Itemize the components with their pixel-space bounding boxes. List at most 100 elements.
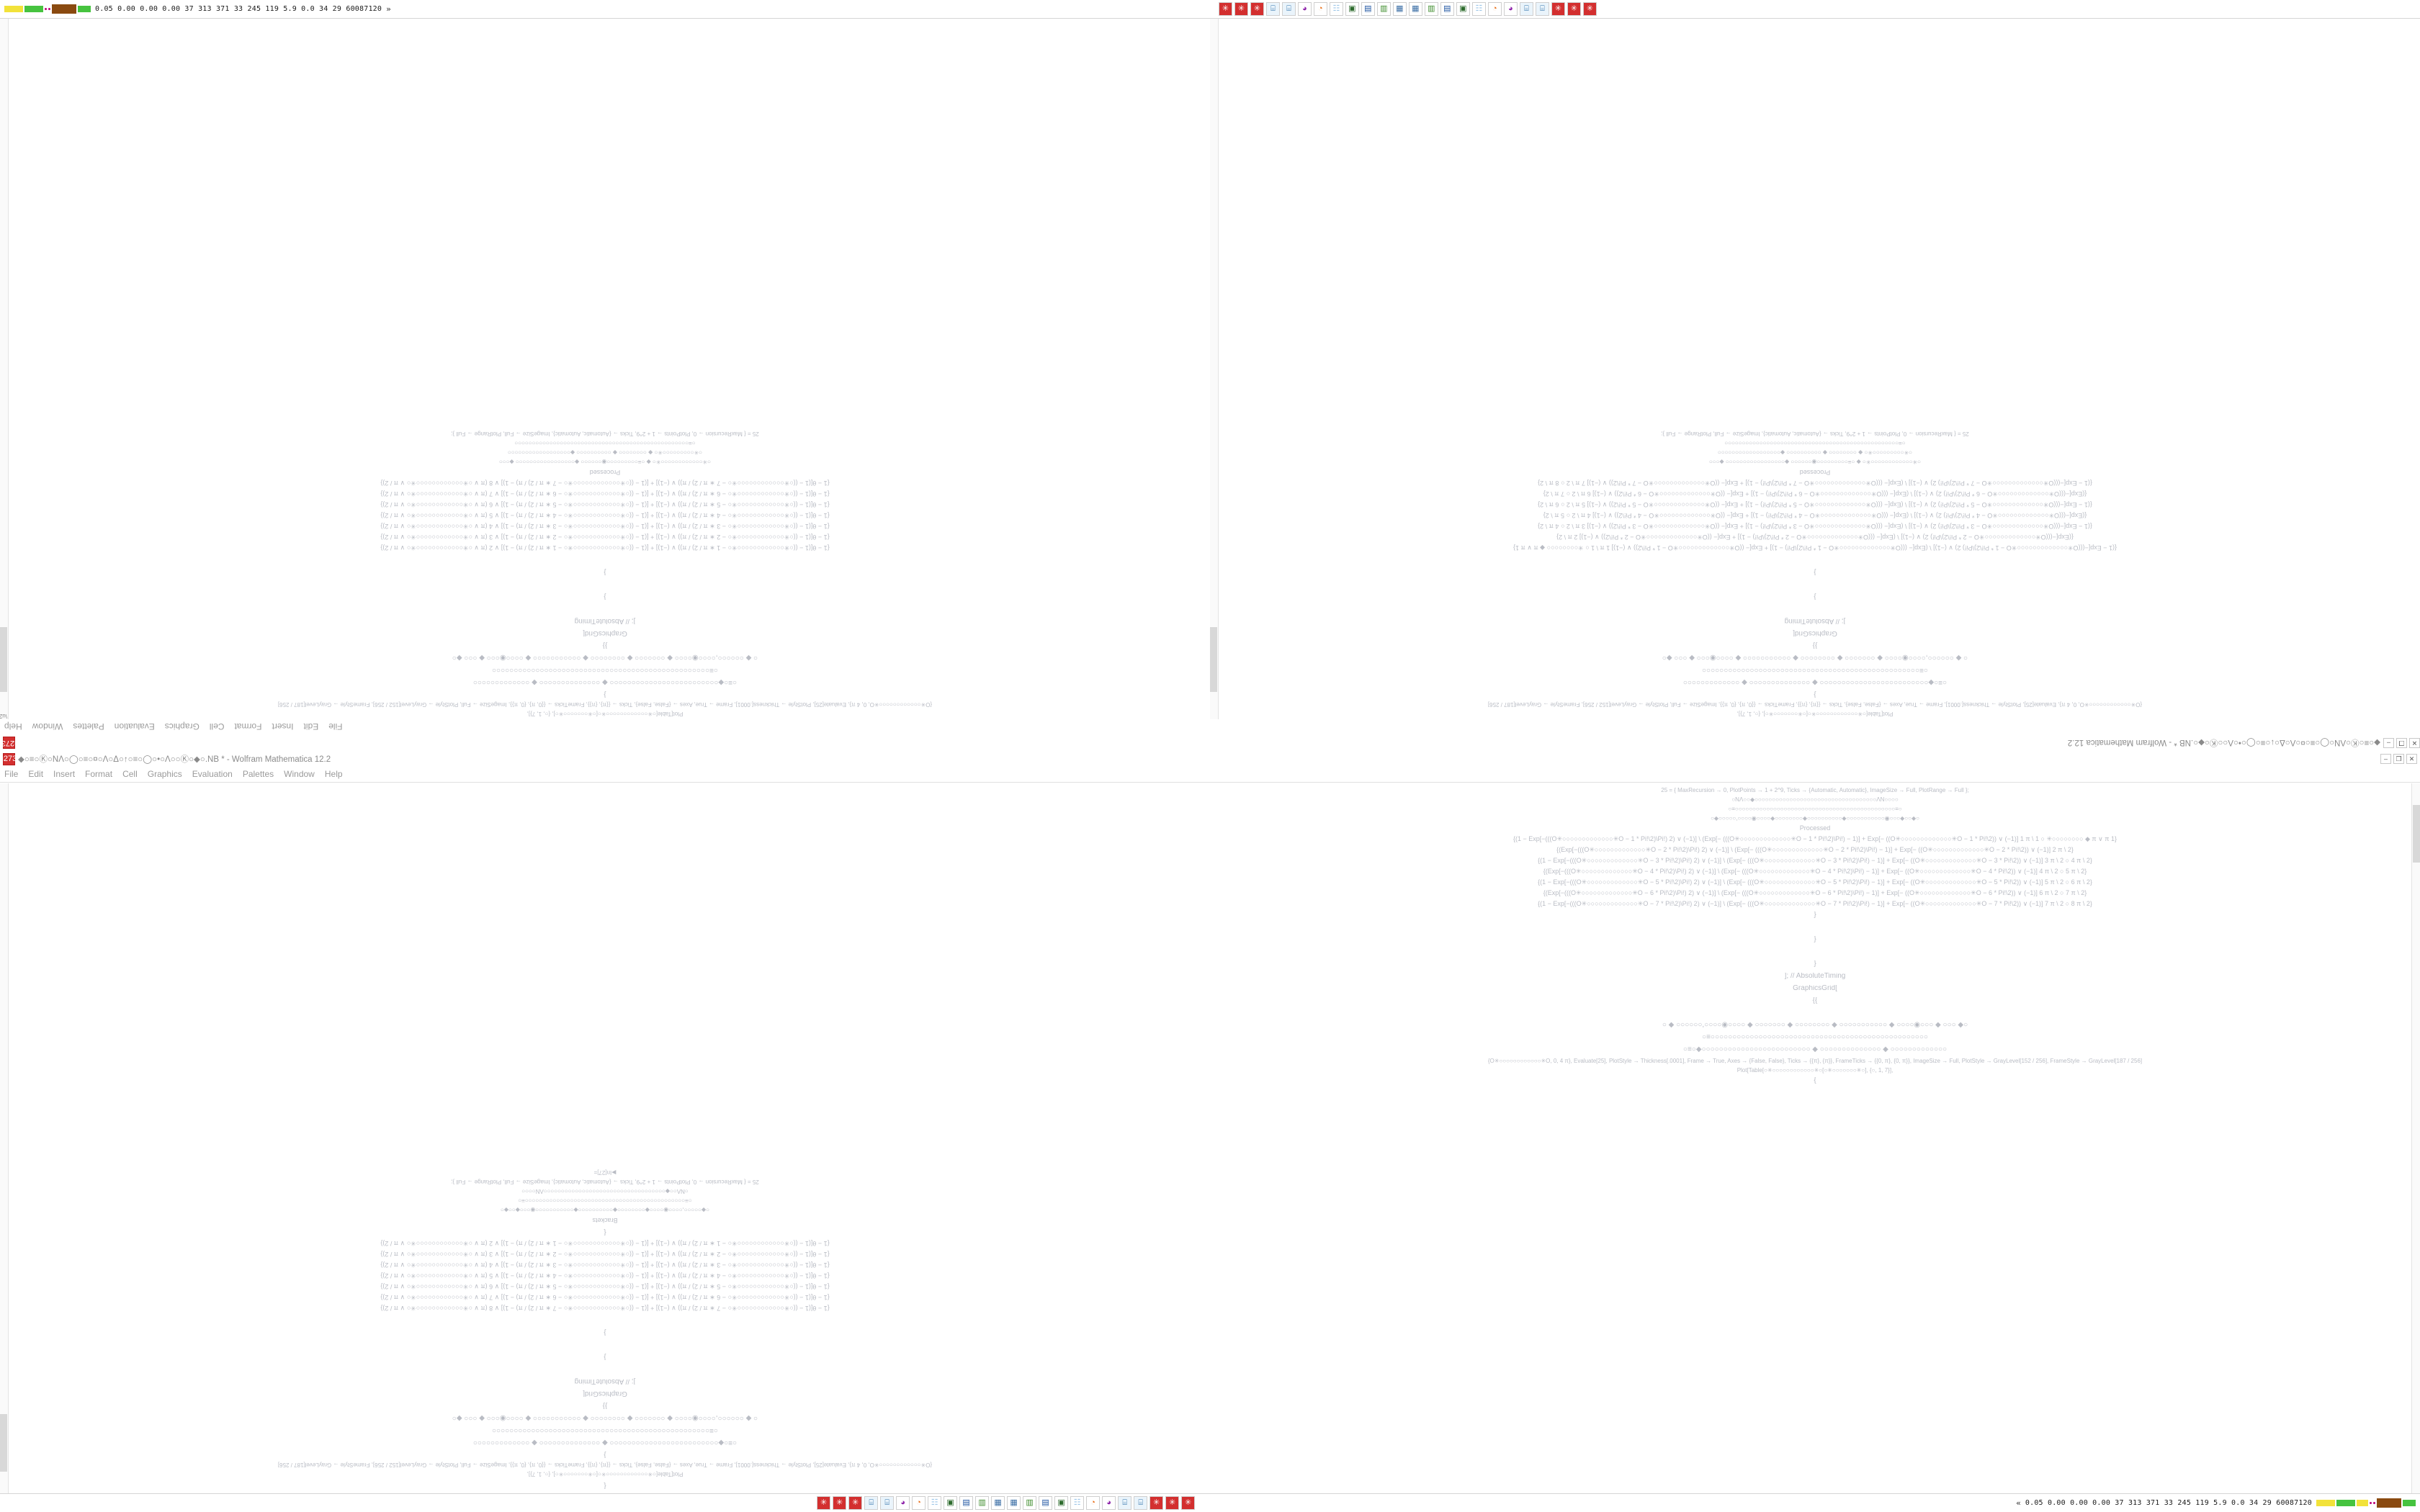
menu-item-insert[interactable]: Insert [53,769,76,779]
gimp-icon[interactable]: ◕ [1297,2,1312,16]
menu-item-file[interactable]: File [4,769,19,779]
titlebar-window-normal[interactable]: \u2733 ◆○≡○Ⓚ○ΝΛ○◯○≡○¤○Λ○Δ○↑○≡○◯○•○Λ○○Ⓚ○◆… [0,751,2420,767]
menu-item-evaluation[interactable]: Evaluation [192,769,233,779]
terminal-icon[interactable]: ▣ [1345,2,1359,16]
notepad-icon[interactable]: ☷ [1070,1496,1085,1510]
mathematica-icon[interactable]: ✳ [1218,2,1232,16]
notebook-pane-top-left[interactable]: Plot[Table[○✳○○○○○○○○○○○○✳○[○✳○○○○○○○✳○]… [0,19,1210,721]
scroll-thumb[interactable] [1210,627,1217,692]
calculator-icon[interactable]: ⌸ [1265,2,1280,16]
minimize-icon[interactable]: – [2380,754,2391,764]
mathematica-icon[interactable]: ✳ [848,1496,863,1510]
vertical-scrollbar[interactable] [1210,19,1219,721]
menubar-top-window[interactable]: File Edit Insert Format Cell Graphics Evaluati… [0,719,2420,734]
menu-item-graphics[interactable]: Graphics [164,721,200,732]
menu-item-help[interactable]: Help [4,721,22,732]
terminal-icon[interactable]: ▣ [1054,1496,1069,1510]
mathematica-icon[interactable]: ✳ [1165,1496,1180,1510]
close-icon[interactable]: ✕ [2406,754,2417,764]
terminal-icon[interactable]: ▣ [944,1496,958,1510]
calculator-icon[interactable]: ⌸ [864,1496,879,1510]
archive-icon[interactable]: ▥ [1376,2,1391,16]
calculator-icon[interactable]: ⌸ [1535,2,1549,16]
firefox-icon[interactable]: ◔ [1487,2,1502,16]
menu-item-cell[interactable]: Cell [209,721,225,732]
firefox-icon[interactable]: ◔ [1086,1496,1101,1510]
archive-icon[interactable]: ▥ [1424,2,1438,16]
menu-item-window[interactable]: Window [284,769,315,779]
window-buttons[interactable]: – ❐ ✕ [2380,754,2417,764]
menu-item-graphics[interactable]: Graphics [147,769,182,779]
vertical-scrollbar[interactable] [2411,783,2420,1493]
minimize-icon[interactable]: – [2383,738,2394,748]
menu-item-cell[interactable]: Cell [122,769,138,779]
nb-line: ○≡○○○○○○○○○○○○○○○○○○○○○○○○○○○○○○○○○○○○○○… [1724,440,1906,446]
notepad-icon[interactable]: ☷ [1471,2,1486,16]
archive-icon[interactable]: ▥ [1023,1496,1037,1510]
calculator-icon[interactable]: ⌸ [1118,1496,1132,1510]
menu-item-edit[interactable]: Edit [28,769,44,779]
menu-item-palettes[interactable]: Palettes [73,721,104,732]
monitor-icon[interactable]: ▦ [1408,2,1422,16]
mathematica-icon[interactable]: ✳ [817,1496,831,1510]
notepad-icon[interactable]: ☷ [928,1496,942,1510]
mathematica-icon: \u2733 [0,752,21,765]
mathematica-icon[interactable]: ✳ [1181,1496,1196,1510]
scroll-thumb[interactable] [2413,805,2420,863]
scroll-thumb[interactable] [0,627,7,692]
mathematica-icon[interactable]: ✳ [1551,2,1565,16]
menu-item-format[interactable]: Format [85,769,113,779]
notebook-pane-top-right[interactable]: Plot[Table[○✳○○○○○○○○○○○○✳○[○✳○○○○○○○✳○]… [1210,19,2420,721]
gimp-icon[interactable]: ◕ [1503,2,1518,16]
monitor-icon[interactable]: ▦ [991,1496,1005,1510]
menu-item-window[interactable]: Window [32,721,63,732]
menu-item-edit[interactable]: Edit [303,721,319,732]
calculator-icon[interactable]: ⌸ [1134,1496,1148,1510]
titlebar-window-flipped[interactable]: ✕ ❐ – ◆○≡○Ⓚ○ΛΝ○◯○≡○¤○Λ○Δ○↓○≡○◯○•○Λ○○Ⓚ○◆○… [0,735,2420,751]
firefox-icon[interactable]: ◔ [912,1496,926,1510]
scroll-up-arrow[interactable]: \u25b2 [0,713,7,719]
menu-item-palettes[interactable]: Palettes [242,769,274,779]
mathematica-icon[interactable]: ✳ [1234,2,1248,16]
notebook-pane-bottom-right[interactable]: 25 = { MaxRecursion → 0, PlotPoints → 1 … [1210,783,2420,1493]
menu-item-format[interactable]: Format [234,721,262,732]
firefox-icon[interactable]: ◔ [1313,2,1327,16]
mathematica-icon[interactable]: ✳ [1582,2,1597,16]
mathematica-icon[interactable]: ✳ [1250,2,1264,16]
notebook-pane-bottom-left[interactable]: { Plot[Table[○✳○○○○○○○○○○○○✳○[○✳○○○○○○○✳… [0,783,1210,1493]
nb-line: ○ ◆ ○○○○○○,○○○○◉○○○○ ◆ ○○○○○○○ ◆ ○○○○○○○… [1662,1022,1968,1029]
menu-item-help[interactable]: Help [324,769,343,779]
terminal-icon[interactable]: ▣ [1456,2,1470,16]
menu-item-insert[interactable]: Insert [272,721,294,732]
vertical-scrollbar[interactable] [0,783,9,1493]
chevron-up-icon[interactable]: « [2016,1498,2021,1508]
archive-icon[interactable]: ▥ [975,1496,990,1510]
mathematica-icon[interactable]: ✳ [1150,1496,1164,1510]
monitor-icon[interactable]: ▦ [1007,1496,1021,1510]
nb-line: GraphicsGrid[ [1793,985,1837,992]
nb-line: ○≡○◆○○○○○○○○○○○○○○○○○○○○○○○○○ ◆ ○○○○○○○○… [472,678,738,685]
menu-item-file[interactable]: File [328,721,343,732]
maximize-icon[interactable]: ❐ [2396,738,2407,748]
window-buttons[interactable]: ✕ ❐ – [2383,738,2420,748]
scroll-thumb[interactable] [0,1414,7,1472]
monitor-icon[interactable]: ▦ [1392,2,1407,16]
save-icon[interactable]: ▤ [1039,1496,1053,1510]
gimp-icon[interactable]: ◕ [1102,1496,1116,1510]
mathematica-icon[interactable]: ✳ [1567,2,1581,16]
gimp-icon[interactable]: ◕ [896,1496,910,1510]
calculator-icon[interactable]: ⌸ [1281,2,1296,16]
notepad-icon[interactable]: ☷ [1329,2,1343,16]
calculator-icon[interactable]: ⌸ [1519,2,1533,16]
vertical-scrollbar[interactable]: \u25b2 [0,19,9,721]
save-icon[interactable]: ▤ [1440,2,1454,16]
save-icon[interactable]: ▤ [1361,2,1375,16]
close-icon[interactable]: ✕ [2409,738,2420,748]
save-icon[interactable]: ▤ [959,1496,974,1510]
maximize-icon[interactable]: ❐ [2393,754,2404,764]
menubar-bottom-window[interactable]: File Edit Insert Format Cell Graphics Evaluati… [0,767,2420,781]
mathematica-icon[interactable]: ✳ [833,1496,847,1510]
menu-item-evaluation[interactable]: Evaluation [114,721,155,732]
calculator-icon[interactable]: ⌸ [880,1496,895,1510]
chevron-icon[interactable]: » [386,4,391,14]
